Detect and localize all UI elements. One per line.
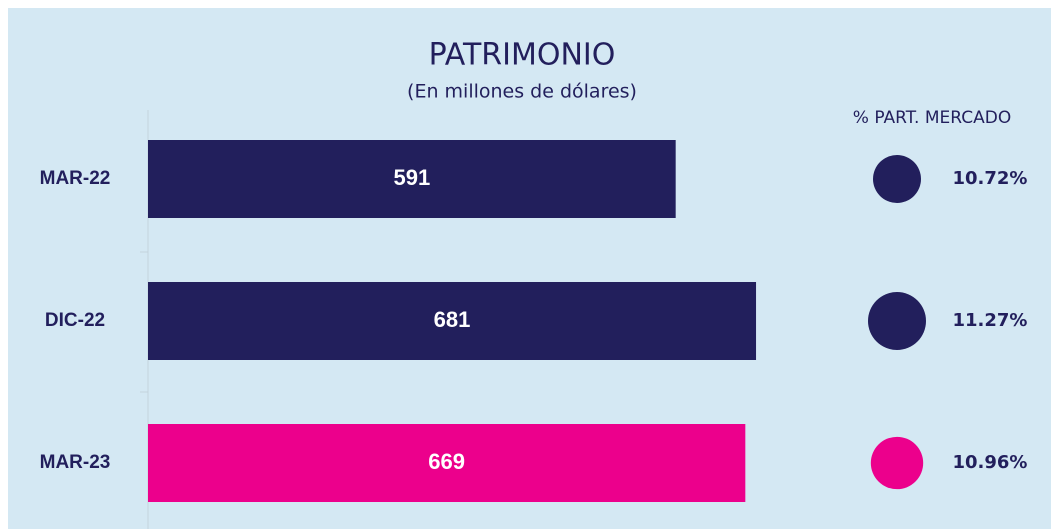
share-circle [868, 292, 926, 350]
category-label: DIC-22 [45, 310, 105, 331]
bar [148, 140, 676, 218]
bar-value-label: 591 [393, 165, 430, 190]
bar [148, 424, 746, 502]
category-label: MAR-23 [40, 452, 111, 473]
chart-title: PATRIMONIO [429, 38, 616, 73]
chart-subtitle: (En millones de dólares) [407, 81, 637, 103]
share-label: 10.96% [953, 452, 1028, 473]
share-title: % PART. MERCADO [853, 108, 1011, 128]
share-label: 10.72% [953, 168, 1028, 189]
bar [148, 282, 757, 360]
bar-value-label: 681 [434, 307, 471, 332]
category-label: MAR-22 [40, 168, 111, 189]
bar-value-label: 669 [428, 449, 465, 474]
share-circle [870, 436, 924, 490]
share-circle [873, 155, 921, 203]
share-label: 11.27% [953, 310, 1028, 331]
